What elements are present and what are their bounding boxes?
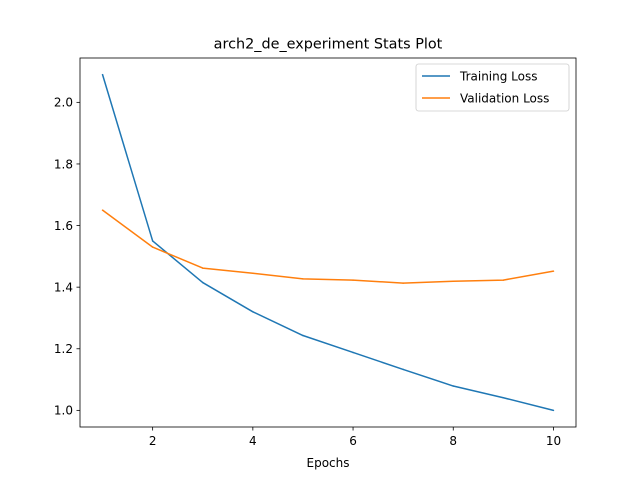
legend: Training Loss Validation Loss (415, 63, 570, 112)
data-point (502, 279, 505, 281)
data-point (352, 351, 354, 354)
legend-box (415, 63, 570, 112)
y-tick-label: 1.4 (54, 280, 73, 294)
data-point (202, 281, 204, 284)
plot-area (80, 58, 576, 427)
y-tick-label: 1.2 (54, 342, 73, 356)
data-point (302, 278, 304, 280)
data-point (352, 279, 354, 281)
data-point (151, 246, 154, 248)
x-tick-label: 2 (149, 434, 157, 448)
series-line-training-loss (101, 74, 554, 412)
chart-title: arch2_de_experiment Stats Plot (214, 37, 443, 53)
axes-layer: 2 4 6 8 10 1.0 1.2 1.4 1.6 1.8 2.0 (54, 57, 577, 448)
x-tick-label: 4 (249, 434, 257, 448)
data-point (402, 368, 404, 371)
legend-label: Training Loss (459, 69, 537, 83)
legend-label: Validation Loss (460, 91, 549, 105)
data-point (101, 209, 104, 211)
x-tick-label: 6 (349, 434, 357, 448)
y-tick-label: 1.0 (54, 404, 73, 418)
series-line-validation-loss (102, 209, 554, 284)
data-point (252, 272, 254, 275)
data-point (402, 282, 404, 284)
y-tick-label: 2.0 (54, 96, 73, 110)
data-point (101, 73, 104, 76)
x-tick-label: 8 (449, 434, 457, 448)
data-point (552, 409, 555, 412)
data-point (151, 240, 154, 242)
data-point (502, 396, 505, 399)
plot-background (80, 58, 576, 427)
y-tick-label: 1.8 (54, 157, 73, 171)
data-point (452, 280, 454, 283)
data-point (452, 385, 454, 387)
data-point (252, 311, 254, 313)
series-layer (101, 73, 555, 412)
data-point (202, 267, 204, 269)
data-point (302, 334, 304, 337)
axes-frame (79, 57, 577, 428)
y-tick-label: 1.6 (54, 219, 73, 233)
x-axis-label: Epochs (307, 456, 350, 470)
data-point (552, 270, 555, 272)
x-tick-label: 10 (546, 434, 561, 448)
